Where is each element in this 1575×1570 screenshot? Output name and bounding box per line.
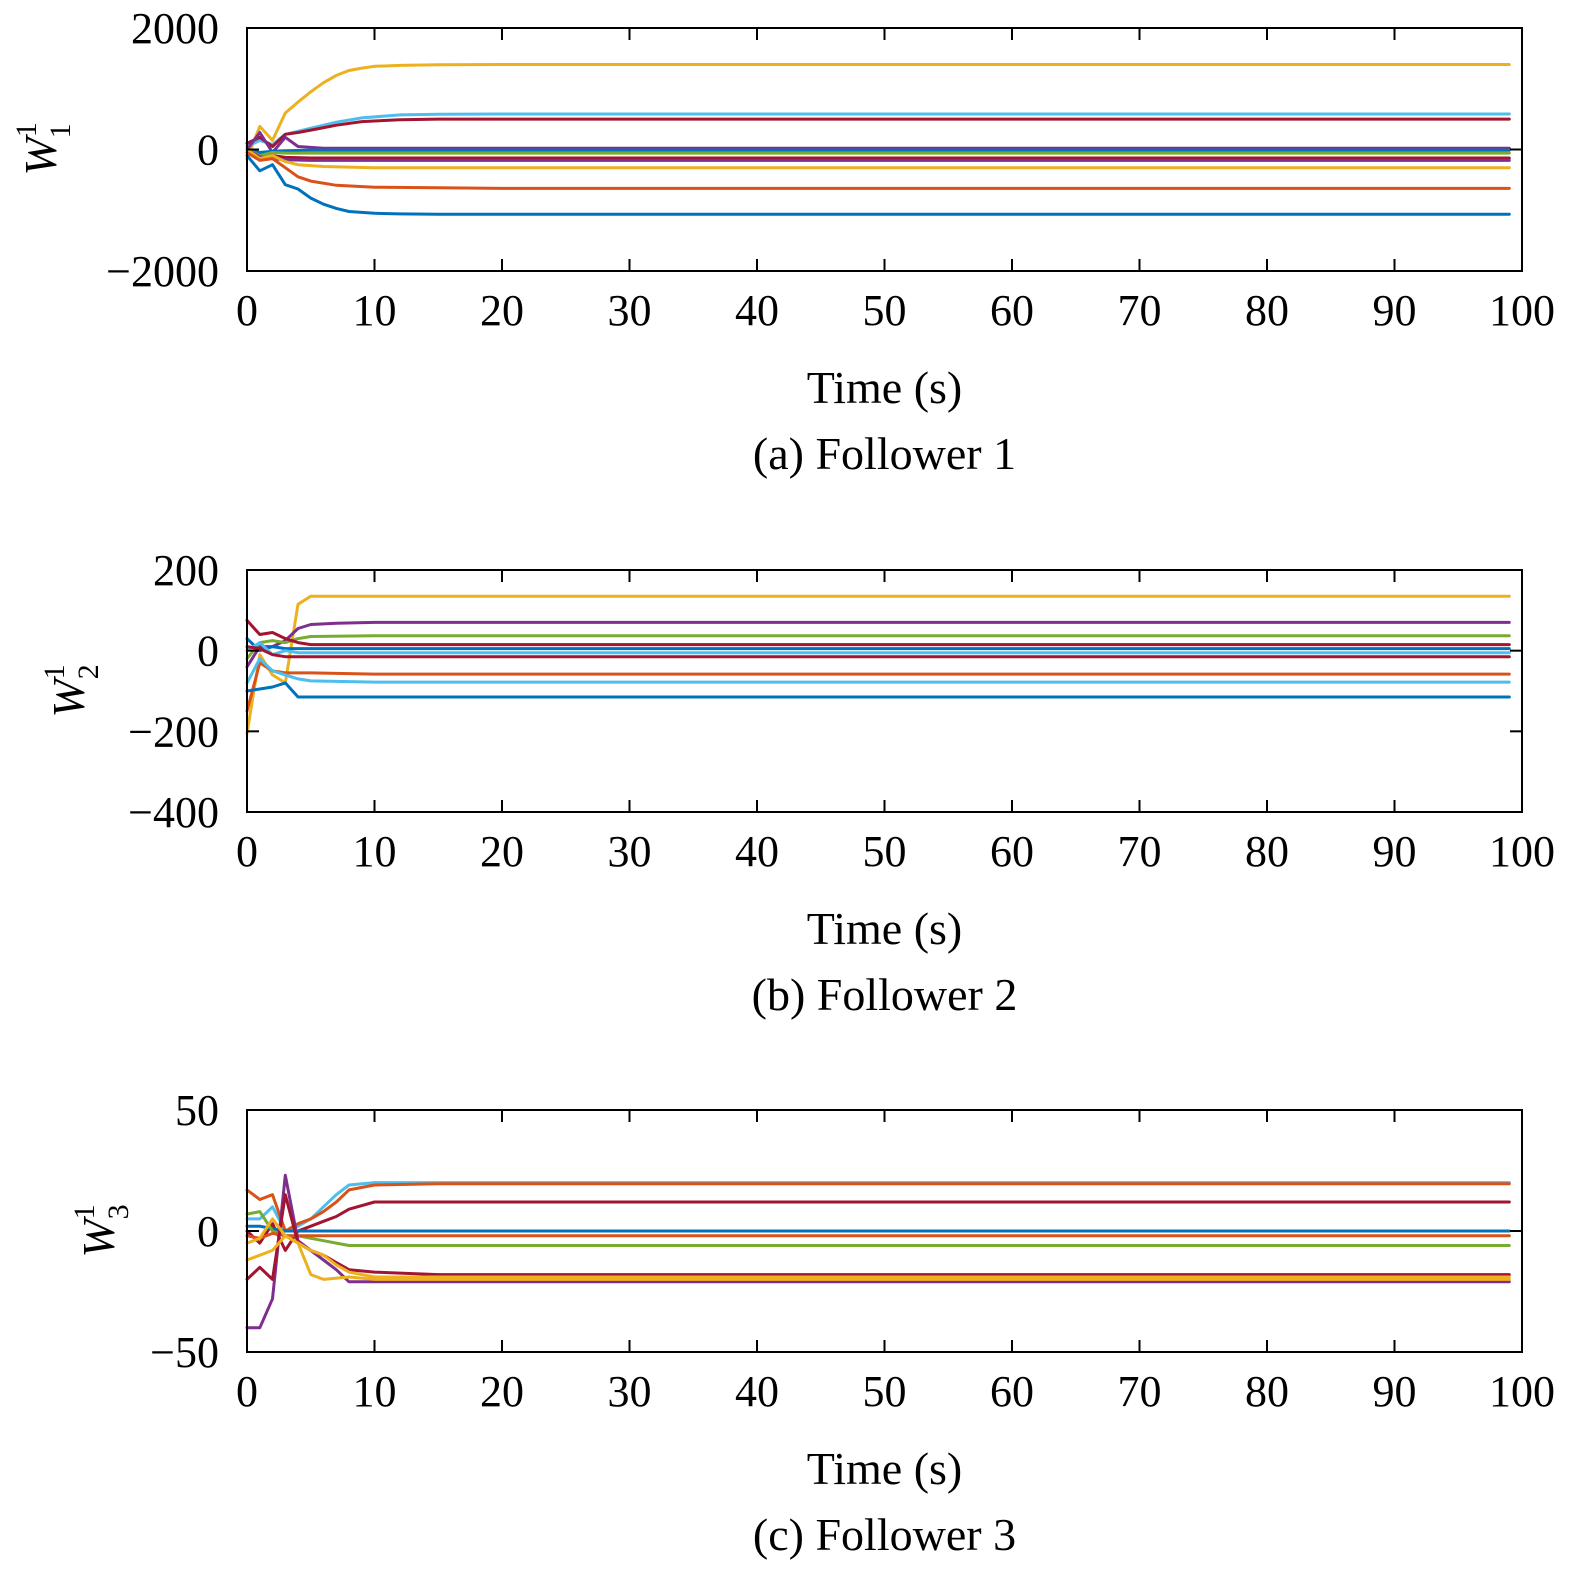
y-tick-label: 2000 <box>131 4 219 53</box>
x-axis-label: Time (s) <box>807 362 963 413</box>
series-layer <box>245 63 1511 216</box>
series-line-4 <box>245 1224 1511 1233</box>
x-tick-label: 90 <box>1373 286 1417 335</box>
x-axis-label: Time (s) <box>807 1443 963 1494</box>
ticks-layer: 0 10 20 30 40 50 60 70 80 90 100 −400 −200 0 200 <box>128 546 1555 876</box>
y-tick-label: 0 <box>197 627 219 676</box>
series-line-10 <box>245 151 1511 190</box>
series-line-6 <box>245 641 1511 657</box>
y-tick-label: 0 <box>197 1207 219 1256</box>
x-tick-label: 20 <box>480 1367 524 1416</box>
series-line-9 <box>245 148 1511 170</box>
x-tick-label: 40 <box>735 827 779 876</box>
series-line-1 <box>245 594 1511 735</box>
x-tick-label: 20 <box>480 286 524 335</box>
series-line-9 <box>245 1234 1511 1281</box>
series-line-6 <box>245 1231 1511 1240</box>
x-tick-label: 60 <box>990 1367 1034 1416</box>
y-tick-label: 50 <box>175 1086 219 1135</box>
x-tick-label: 80 <box>1245 1367 1289 1416</box>
x-tick-label: 0 <box>236 827 258 876</box>
y-label-superscript: 1 <box>68 1204 101 1219</box>
x-tick-label: 10 <box>353 286 397 335</box>
x-tick-label: 30 <box>608 1367 652 1416</box>
y-axis-label: W11 <box>10 123 77 175</box>
series-line-1 <box>245 63 1511 161</box>
y-tick-label: 0 <box>197 126 219 175</box>
y-label-subscript: 1 <box>44 123 77 138</box>
x-tick-label: 80 <box>1245 286 1289 335</box>
y-tick-label: −50 <box>150 1328 219 1377</box>
x-tick-label: 100 <box>1489 1367 1555 1416</box>
series-line-7 <box>245 1173 1511 1330</box>
x-tick-label: 50 <box>863 827 907 876</box>
panel-caption: (c) Follower 3 <box>753 1509 1016 1560</box>
series-line-3 <box>245 1200 1511 1252</box>
series-layer <box>245 594 1511 735</box>
x-tick-label: 100 <box>1489 286 1555 335</box>
x-tick-label: 50 <box>863 1367 907 1416</box>
y-tick-label: −2000 <box>106 247 219 296</box>
panel-caption: (b) Follower 2 <box>752 969 1018 1020</box>
x-tick-label: 70 <box>1118 827 1162 876</box>
x-tick-label: 40 <box>735 286 779 335</box>
y-tick-label: 200 <box>153 546 219 595</box>
series-line-4 <box>245 618 1511 647</box>
x-tick-label: 30 <box>608 827 652 876</box>
chart-panel-follower-1: 0 10 20 30 40 50 60 70 80 90 100 −2000 0 2000 W11 Tim… <box>10 4 1555 479</box>
y-label-superscript: 1 <box>38 664 71 679</box>
x-tick-label: 60 <box>990 286 1034 335</box>
y-label-symbol: W <box>73 1216 124 1258</box>
x-tick-label: 0 <box>236 286 258 335</box>
series-layer <box>245 1173 1511 1330</box>
x-tick-label: 90 <box>1373 827 1417 876</box>
series-line-5 <box>245 1210 1511 1247</box>
x-tick-label: 20 <box>480 827 524 876</box>
y-label-symbol: W <box>43 676 94 718</box>
x-tick-label: 70 <box>1118 1367 1162 1416</box>
series-line-5 <box>245 148 1511 154</box>
x-tick-label: 0 <box>236 1367 258 1416</box>
y-tick-label: −200 <box>128 707 219 756</box>
y-label-subscript: 2 <box>72 664 105 679</box>
x-tick-label: 90 <box>1373 1367 1417 1416</box>
y-label-superscript: 1 <box>10 123 43 137</box>
series-line-11 <box>245 154 1511 216</box>
y-axis-label: W12 <box>38 664 105 717</box>
ticks-layer: 0 10 20 30 40 50 60 70 80 90 100 −2000 0 2000 <box>106 4 1555 335</box>
x-tick-label: 100 <box>1489 827 1555 876</box>
series-line-9 <box>245 657 1511 685</box>
series-line-10 <box>245 681 1511 699</box>
y-label-symbol: W <box>15 134 66 176</box>
x-tick-label: 30 <box>608 286 652 335</box>
panel-caption: (a) Follower 1 <box>753 428 1016 479</box>
series-line-8 <box>245 661 1511 713</box>
plot-frame <box>246 569 1523 813</box>
x-tick-label: 40 <box>735 1367 779 1416</box>
series-line-10 <box>245 1217 1511 1279</box>
chart-panel-follower-2: 0 10 20 30 40 50 60 70 80 90 100 −400 −200 0 200 W12 T… <box>38 546 1555 1020</box>
series-line-4 <box>245 131 1511 154</box>
chart-panel-follower-3: 0 10 20 30 40 50 60 70 80 90 100 −50 0 50 W13 Time (s… <box>68 1086 1555 1560</box>
series-line-3 <box>245 117 1511 148</box>
x-tick-label: 50 <box>863 286 907 335</box>
x-tick-label: 80 <box>1245 827 1289 876</box>
x-tick-label: 10 <box>353 827 397 876</box>
series-line-7 <box>245 645 1511 659</box>
x-tick-label: 60 <box>990 827 1034 876</box>
y-axis-label: W13 <box>68 1204 135 1257</box>
x-axis-label: Time (s) <box>807 903 963 954</box>
ticks-layer: 0 10 20 30 40 50 60 70 80 90 100 −50 0 50 <box>150 1086 1555 1416</box>
series-line-1 <box>245 1181 1511 1233</box>
x-tick-label: 10 <box>353 1367 397 1416</box>
series-line-2 <box>245 1182 1511 1233</box>
y-tick-label: −400 <box>128 788 219 837</box>
x-tick-label: 70 <box>1118 286 1162 335</box>
y-label-subscript: 3 <box>102 1204 135 1219</box>
